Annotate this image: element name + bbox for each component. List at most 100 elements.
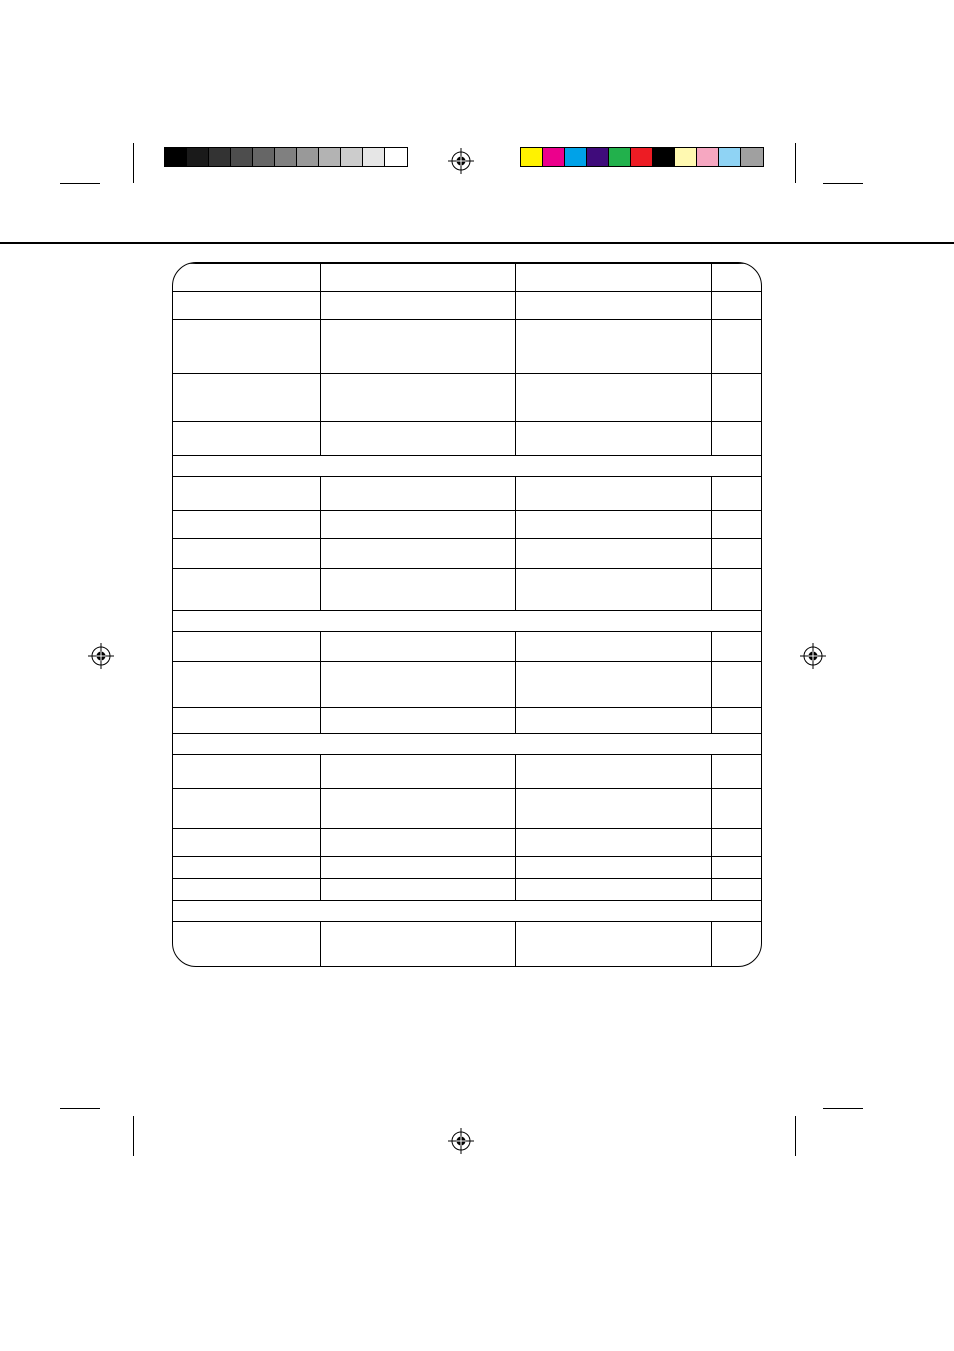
table-cell xyxy=(320,632,515,662)
color-swatch xyxy=(165,148,187,166)
table-cell xyxy=(320,857,515,879)
table-cell xyxy=(320,374,515,422)
table-cell xyxy=(173,857,320,879)
table-row xyxy=(173,901,761,922)
table-cell xyxy=(711,320,761,374)
page xyxy=(0,0,954,1351)
table-row xyxy=(173,477,761,511)
table-cell xyxy=(320,511,515,539)
table-cell xyxy=(320,264,515,292)
table-cell xyxy=(320,662,515,708)
table-row xyxy=(173,708,761,734)
crop-mark xyxy=(133,1116,134,1156)
color-swatch xyxy=(521,148,543,166)
process-colorbar xyxy=(520,147,764,167)
spec-table xyxy=(172,262,762,967)
table-cell xyxy=(173,611,761,632)
table-cell xyxy=(516,422,711,456)
color-swatch xyxy=(609,148,631,166)
table-cell xyxy=(711,539,761,569)
table-row xyxy=(173,292,761,320)
table-cell xyxy=(173,829,320,857)
crop-mark xyxy=(823,1108,863,1109)
table-cell xyxy=(173,662,320,708)
table-cell xyxy=(516,477,711,511)
crop-mark xyxy=(823,183,863,184)
table-cell xyxy=(320,789,515,829)
table-row xyxy=(173,374,761,422)
table-row xyxy=(173,511,761,539)
table-cell xyxy=(173,632,320,662)
table-cell xyxy=(173,264,320,292)
table-cell xyxy=(173,922,320,966)
table-cell xyxy=(173,320,320,374)
table-cell xyxy=(711,477,761,511)
table-cell xyxy=(320,292,515,320)
color-swatch xyxy=(675,148,697,166)
table-cell xyxy=(320,829,515,857)
table-row xyxy=(173,734,761,755)
color-swatch xyxy=(319,148,341,166)
table-cell xyxy=(516,789,711,829)
horizontal-rule xyxy=(0,242,954,244)
table-cell xyxy=(320,755,515,789)
crop-mark xyxy=(133,143,134,183)
table-cell xyxy=(173,374,320,422)
table-cell xyxy=(516,292,711,320)
color-swatch xyxy=(719,148,741,166)
table-cell xyxy=(711,374,761,422)
table-cell xyxy=(516,755,711,789)
color-swatch xyxy=(543,148,565,166)
table-cell xyxy=(516,708,711,734)
table-cell xyxy=(173,477,320,511)
table-cell xyxy=(320,477,515,511)
table-cell xyxy=(173,511,320,539)
color-swatch xyxy=(231,148,253,166)
table-cell xyxy=(711,422,761,456)
table-cell xyxy=(516,264,711,292)
table-cell xyxy=(516,879,711,901)
color-swatch xyxy=(275,148,297,166)
crop-mark xyxy=(60,183,100,184)
table-cell xyxy=(173,422,320,456)
table-cell xyxy=(711,569,761,611)
table-cell xyxy=(320,422,515,456)
table-cell xyxy=(173,569,320,611)
table-cell xyxy=(711,755,761,789)
table-cell xyxy=(711,292,761,320)
table-cell xyxy=(173,755,320,789)
crop-mark xyxy=(795,1116,796,1156)
table-cell xyxy=(516,320,711,374)
color-swatch xyxy=(341,148,363,166)
table-cell xyxy=(516,511,711,539)
crop-mark xyxy=(795,143,796,183)
color-swatch xyxy=(697,148,719,166)
table-row xyxy=(173,789,761,829)
table-cell xyxy=(516,374,711,422)
color-swatch xyxy=(363,148,385,166)
table-cell xyxy=(711,789,761,829)
table-cell xyxy=(173,292,320,320)
table-row xyxy=(173,922,761,966)
table-row xyxy=(173,632,761,662)
table-cell xyxy=(320,320,515,374)
table-cell xyxy=(516,569,711,611)
color-swatch xyxy=(565,148,587,166)
table-row xyxy=(173,569,761,611)
table-cell xyxy=(173,789,320,829)
table-cell xyxy=(516,857,711,879)
color-swatch xyxy=(587,148,609,166)
table-cell xyxy=(320,922,515,966)
table-cell xyxy=(320,879,515,901)
table-cell xyxy=(516,829,711,857)
table-row xyxy=(173,755,761,789)
table-cell xyxy=(711,264,761,292)
registration-mark-icon xyxy=(88,643,114,669)
registration-mark-icon xyxy=(448,148,474,174)
registration-mark-icon xyxy=(800,643,826,669)
table-row xyxy=(173,611,761,632)
color-swatch xyxy=(209,148,231,166)
table-row xyxy=(173,539,761,569)
crop-mark xyxy=(60,1108,100,1109)
table-cell xyxy=(711,829,761,857)
